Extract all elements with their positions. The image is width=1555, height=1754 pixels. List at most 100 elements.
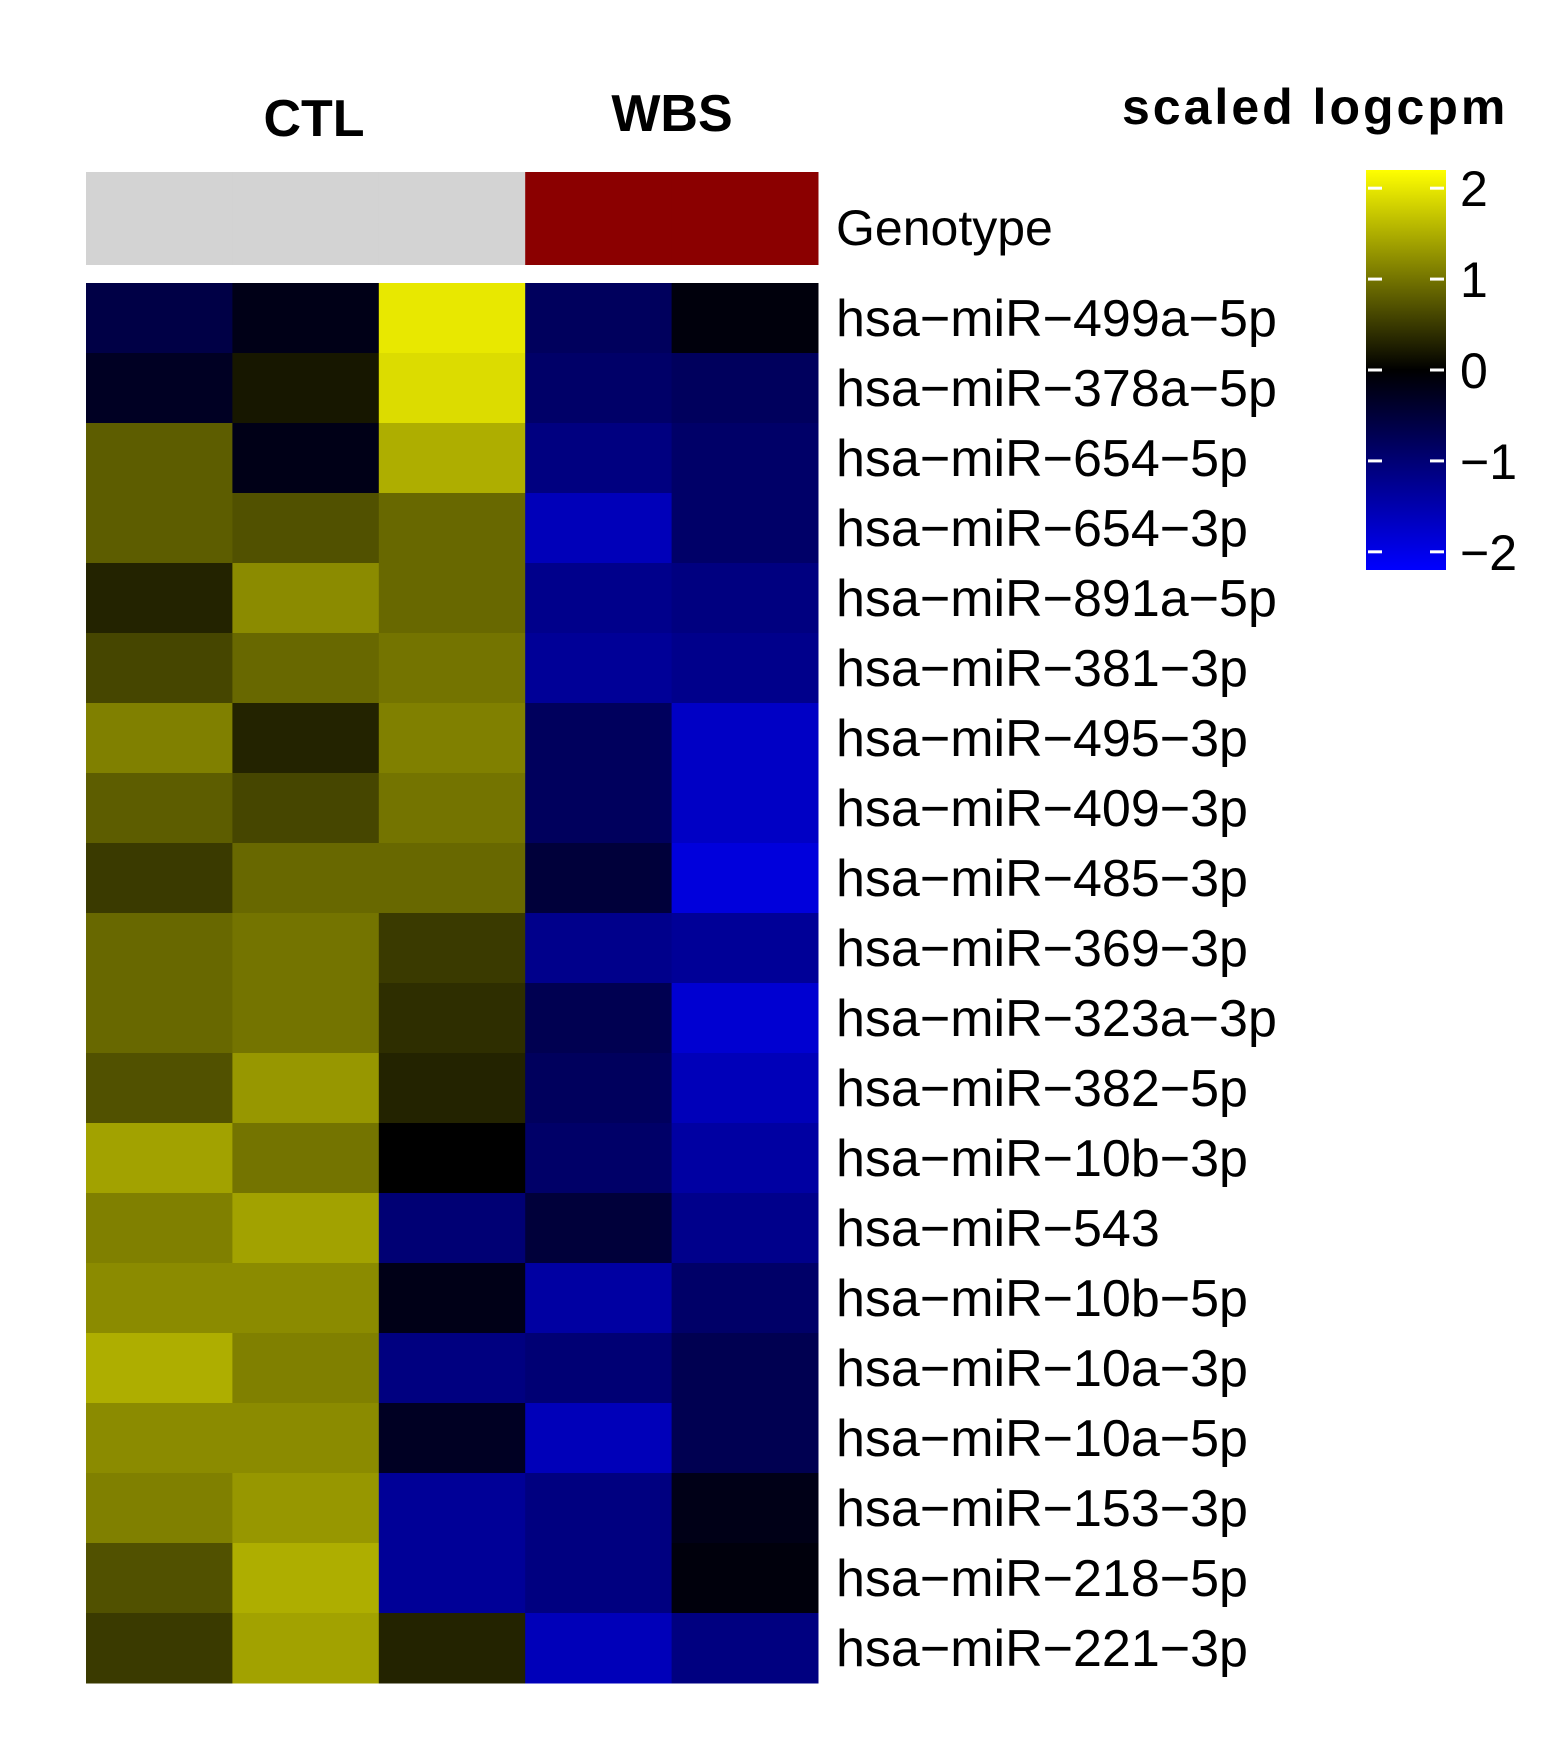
annotation-label: Genotype [836, 200, 1053, 256]
heatmap-cell [86, 1053, 233, 1124]
legend-tick-label: 0 [1460, 343, 1488, 399]
heatmap-cell [378, 1193, 526, 1264]
annotation-cell [525, 172, 673, 265]
heatmap-cell [378, 773, 526, 844]
annotation-cell [232, 172, 380, 265]
heatmap-cell [232, 1543, 380, 1614]
heatmap-cell [671, 1263, 819, 1334]
heatmap-cell [671, 773, 819, 844]
heatmap-cell [525, 1123, 673, 1194]
heatmap-cell [671, 703, 819, 774]
row-label: hsa−miR−323a−3p [836, 990, 1277, 1048]
heatmap-cell [671, 983, 819, 1054]
heatmap-cell [378, 633, 526, 704]
heatmap-cell [86, 983, 233, 1054]
legend-ticks: 2 1 0 −1 −2 [1368, 161, 1517, 581]
heatmap-cell [671, 1193, 819, 1264]
heatmap-cell [232, 703, 380, 774]
heatmap-cell [378, 913, 526, 984]
heatmap-cell [525, 983, 673, 1054]
row-label: hsa−miR−499a−5p [836, 290, 1277, 348]
heatmap-cell [86, 633, 233, 704]
heatmap-cell [86, 1543, 233, 1614]
row-label: hsa−miR−378a−5p [836, 360, 1277, 418]
heatmap-cell [232, 1333, 380, 1404]
heatmap-cell [671, 1333, 819, 1404]
heatmap-cell [232, 913, 380, 984]
heatmap-cell [525, 1333, 673, 1404]
heatmap-cell [232, 1263, 380, 1334]
row-label: hsa−miR−654−5p [836, 430, 1248, 488]
legend-tick-label: −2 [1460, 525, 1517, 581]
annotation-cell [86, 172, 233, 265]
row-label: hsa−miR−495−3p [836, 710, 1248, 768]
heatmap-cell [378, 703, 526, 774]
row-label: hsa−miR−891a−5p [836, 570, 1277, 628]
heatmap-cell [671, 283, 819, 354]
heatmap-cell [671, 423, 819, 494]
heatmap-cell [232, 633, 380, 704]
heatmap-cell [232, 843, 380, 914]
row-labels: hsa−miR−499a−5p hsa−miR−378a−5p hsa−miR−65… [836, 290, 1277, 1678]
row-label: hsa−miR−221−3p [836, 1620, 1248, 1678]
heatmap-cell [86, 703, 233, 774]
heatmap-cell [671, 1613, 819, 1684]
row-label: hsa−miR−369−3p [836, 920, 1248, 978]
heatmap-cell [378, 1333, 526, 1404]
heatmap-cell [232, 283, 380, 354]
heatmap-cell [86, 843, 233, 914]
heatmap-cell [671, 1543, 819, 1614]
heatmap-cell [525, 1613, 673, 1684]
annotation-cell [671, 172, 819, 265]
heatmap-cell [525, 633, 673, 704]
heatmap-cell [671, 1403, 819, 1474]
heatmap-cells [86, 283, 819, 1684]
heatmap-cell [86, 1473, 233, 1544]
heatmap-cell [232, 1053, 380, 1124]
row-label: hsa−miR−10a−3p [836, 1340, 1248, 1398]
heatmap-cell [378, 1613, 526, 1684]
heatmap-cell [232, 1473, 380, 1544]
heatmap-cell [525, 1473, 673, 1544]
group-label-ctl: CTL [263, 90, 364, 148]
heatmap-cell [86, 493, 233, 564]
heatmap-cell [525, 1193, 673, 1264]
legend-tick-label: 2 [1460, 161, 1488, 217]
heatmap-cell [525, 1263, 673, 1334]
heatmap-cell [232, 1193, 380, 1264]
heatmap-cell [671, 563, 819, 634]
heatmap-cell [232, 773, 380, 844]
annotation-cell [378, 172, 526, 265]
heatmap-cell [525, 283, 673, 354]
heatmap-cell [86, 283, 233, 354]
heatmap-cell [86, 353, 233, 424]
heatmap-cell [232, 1613, 380, 1684]
heatmap-cell [525, 353, 673, 424]
heatmap-cell [232, 493, 380, 564]
heatmap-cell [671, 843, 819, 914]
heatmap-cell [86, 1333, 233, 1404]
heatmap-cell [525, 703, 673, 774]
color-legend: 2 1 0 −1 −2 [1366, 161, 1517, 581]
heatmap-cell [525, 1403, 673, 1474]
heatmap-cell [86, 1123, 233, 1194]
heatmap-cell [525, 563, 673, 634]
heatmap-cell [525, 1053, 673, 1124]
heatmap-cell [86, 1613, 233, 1684]
heatmap-cell [232, 1403, 380, 1474]
group-label-wbs: WBS [611, 85, 732, 143]
heatmap-cell [671, 633, 819, 704]
heatmap-cell [378, 1053, 526, 1124]
row-label: hsa−miR−10b−3p [836, 1130, 1248, 1188]
genotype-annotation-bar [86, 172, 819, 265]
row-label: hsa−miR−381−3p [836, 640, 1248, 698]
heatmap-cell [86, 423, 233, 494]
row-label: hsa−miR−153−3p [836, 1480, 1248, 1538]
row-label: hsa−miR−409−3p [836, 780, 1248, 838]
heatmap-cell [525, 423, 673, 494]
heatmap-cell [525, 1543, 673, 1614]
heatmap-cell [671, 493, 819, 564]
heatmap-cell [671, 353, 819, 424]
row-label: hsa−miR−485−3p [836, 850, 1248, 908]
heatmap-cell [232, 563, 380, 634]
